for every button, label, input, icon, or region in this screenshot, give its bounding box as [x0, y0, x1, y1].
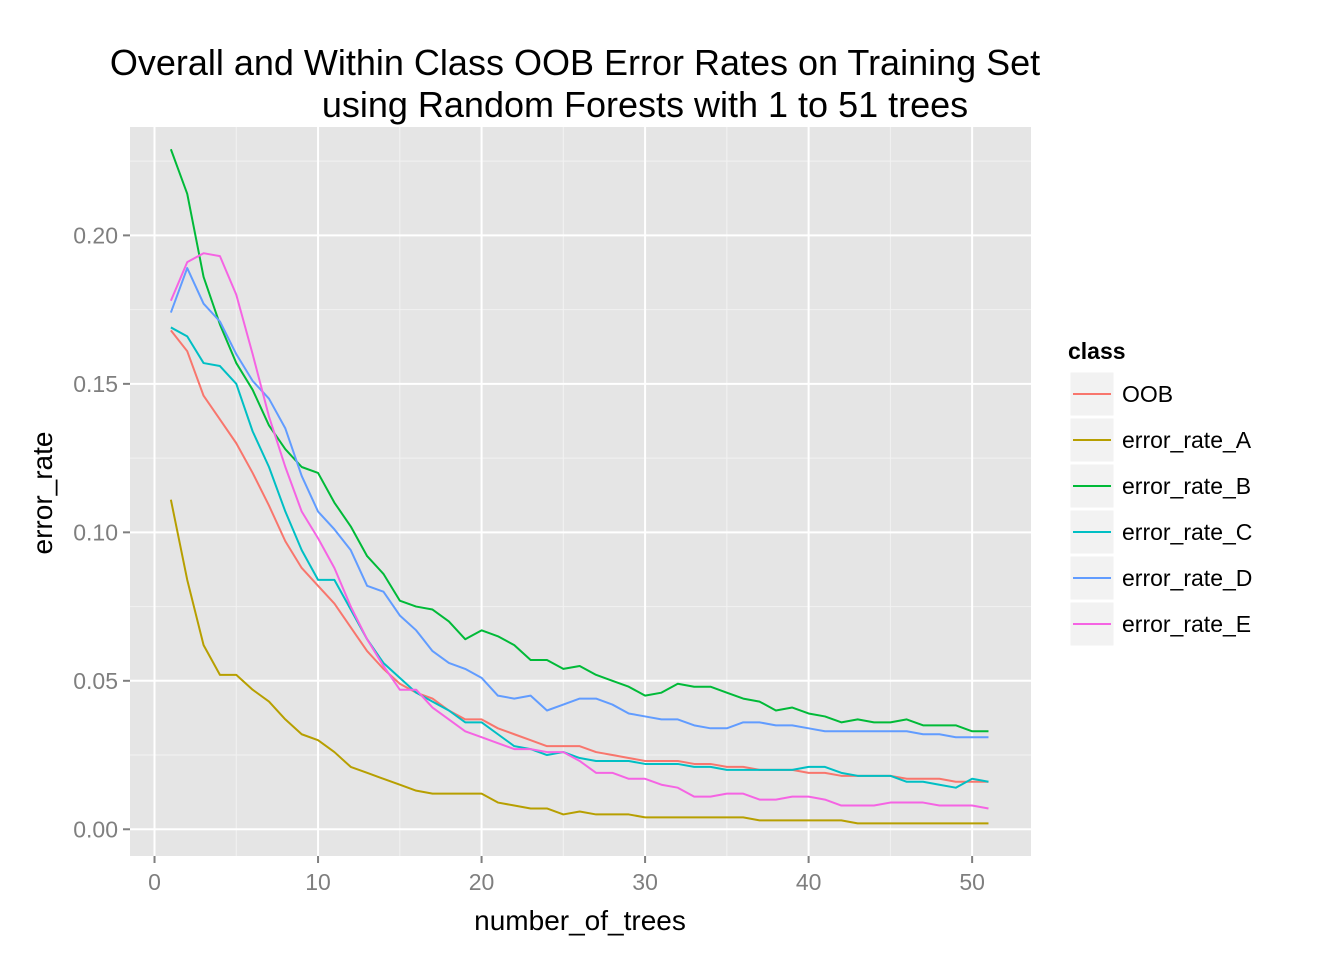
legend-label-error-rate-a: error_rate_A	[1122, 427, 1252, 453]
y-axis-title: error_rate	[27, 432, 58, 555]
x-axis-title: number_of_trees	[474, 905, 686, 936]
legend-label-oob: OOB	[1122, 381, 1173, 407]
x-tick-label: 50	[959, 869, 985, 895]
y-tick-label: 0.10	[73, 519, 118, 545]
legend: class OOB error_rate_A error_rate_B error_r…	[1068, 338, 1252, 647]
chart-title-line-1: Overall and Within Class OOB Error Rates…	[110, 42, 1040, 83]
chart-title-line-2: using Random Forests with 1 to 51 trees	[322, 84, 968, 125]
series-line-error-rate-c	[170, 326, 989, 789]
grid-major	[130, 127, 1031, 856]
series-line-error-rate-b	[169, 148, 989, 733]
legend-label-error-rate-b: error_rate_B	[1122, 473, 1251, 499]
axis-ticks: 0 10 20 30 40 50 0.00 0.05 0.10 0.15 0.20	[73, 222, 985, 895]
legend-label-error-rate-d: error_rate_D	[1122, 565, 1252, 591]
y-tick-label: 0.15	[73, 371, 118, 397]
plot-panel	[130, 127, 1031, 856]
x-tick-label: 20	[469, 869, 495, 895]
series-line-error-rate-e	[169, 252, 989, 810]
series-line-error-rate-a	[169, 499, 989, 825]
grid-minor	[130, 127, 1031, 856]
x-tick-label: 0	[148, 869, 161, 895]
x-tick-label: 40	[796, 869, 822, 895]
series-line-error-rate-d	[169, 267, 989, 739]
y-tick-label: 0.00	[73, 816, 118, 842]
legend-label-error-rate-c: error_rate_C	[1122, 519, 1252, 545]
y-tick-label: 0.20	[73, 222, 118, 248]
y-tick-label: 0.05	[73, 668, 118, 694]
x-tick-label: 30	[632, 869, 658, 895]
legend-title: class	[1068, 338, 1126, 364]
x-tick-label: 10	[305, 869, 331, 895]
legend-label-error-rate-e: error_rate_E	[1122, 611, 1251, 637]
series-lines	[169, 148, 989, 825]
